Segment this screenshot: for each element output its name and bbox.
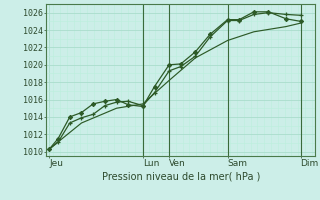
X-axis label: Pression niveau de la mer( hPa ): Pression niveau de la mer( hPa ) [102,171,260,181]
